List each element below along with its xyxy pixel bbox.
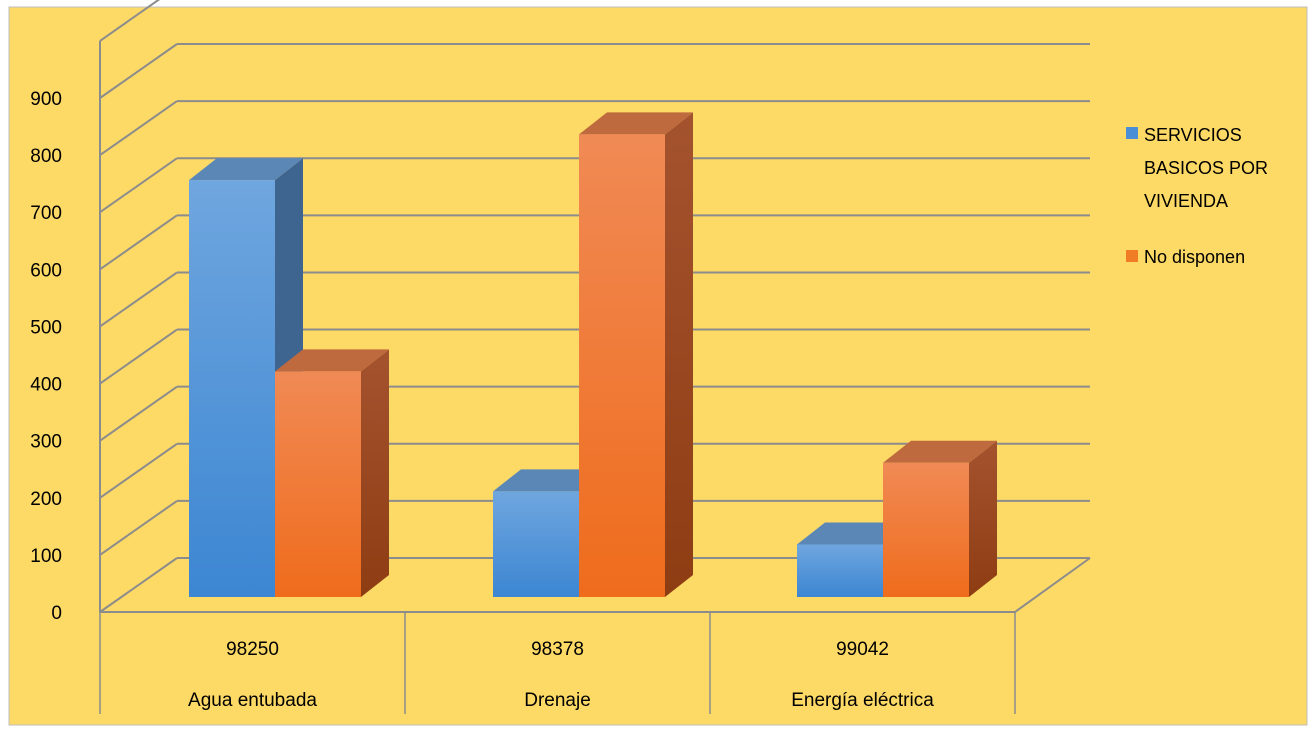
- axes: [99, 40, 1091, 714]
- y-tick-label: 500: [30, 317, 62, 338]
- y-tick-label: 200: [30, 489, 62, 510]
- legend-swatch-series-1: [1126, 127, 1138, 139]
- bar-no-disponen-2: [579, 112, 693, 598]
- y-tick-label: 400: [30, 375, 62, 396]
- x-tick-label-code: 99042: [836, 639, 889, 660]
- y-tick-label: 600: [30, 260, 62, 281]
- gridline-side: [99, 385, 178, 442]
- bar-top-face: [883, 440, 997, 463]
- legend-swatch-series-2: [1126, 250, 1138, 262]
- bars: [189, 112, 997, 598]
- x-tick-label-service: Energía eléctrica: [791, 690, 934, 711]
- axis-labels: 0 100 200 300 400 500 600 700 800 900 98250 Agua en…: [30, 89, 934, 711]
- y-tick-label: 100: [30, 546, 62, 567]
- gridline-side: [99, 43, 178, 99]
- bar-no-disponen-3: [883, 440, 997, 597]
- bar-top-face: [493, 469, 607, 492]
- gridline-side: [99, 328, 178, 385]
- bar-front-face: [883, 462, 969, 597]
- floor-right-edge: [1014, 557, 1091, 613]
- gridline-side: [99, 0, 161, 42]
- bar-front-face: [189, 180, 275, 598]
- y-tick-label: 900: [30, 89, 62, 110]
- y-tick-label: 800: [30, 146, 62, 167]
- bar-no-disponen-1: [275, 349, 389, 597]
- gridline-side: [99, 442, 178, 499]
- bar-front-face: [579, 134, 665, 597]
- bar-top-face: [275, 349, 389, 372]
- bar-front-face: [493, 491, 579, 597]
- y-tick-label: 700: [30, 203, 62, 224]
- x-tick-label-service: Agua entubada: [188, 690, 317, 711]
- x-tick-label-code: 98250: [226, 639, 279, 660]
- bar-front-face: [797, 544, 883, 597]
- y-tick-label: 0: [51, 603, 62, 624]
- bar-side-face: [361, 349, 389, 597]
- y-tick-label: 300: [30, 432, 62, 453]
- bar-side-face: [969, 440, 997, 597]
- legend-label-series-1-line-1: SERVICIOS: [1144, 125, 1242, 145]
- bar-side-face: [665, 112, 693, 598]
- gridline-side: [99, 500, 178, 556]
- x-tick-label-service: Drenaje: [524, 690, 591, 711]
- bar-top-face: [189, 158, 303, 181]
- gridline-side: [99, 157, 178, 214]
- gridline-side: [99, 214, 178, 271]
- gridline-side: [99, 271, 178, 328]
- bar-front-face: [275, 371, 361, 597]
- legend-label-series-2: No disponen: [1144, 247, 1245, 267]
- legend: SERVICIOS BASICOS POR VIVIENDA No dispon…: [1126, 125, 1268, 267]
- bar-top-face: [797, 522, 911, 545]
- gridline-side: [99, 100, 178, 156]
- legend-label-series-1-line-3: VIVIENDA: [1144, 191, 1228, 211]
- bar-top-face: [579, 112, 693, 135]
- gridline-side: [99, 557, 178, 613]
- legend-label-series-1-line-2: BASICOS POR: [1144, 158, 1268, 178]
- x-tick-label-code: 98378: [531, 639, 584, 660]
